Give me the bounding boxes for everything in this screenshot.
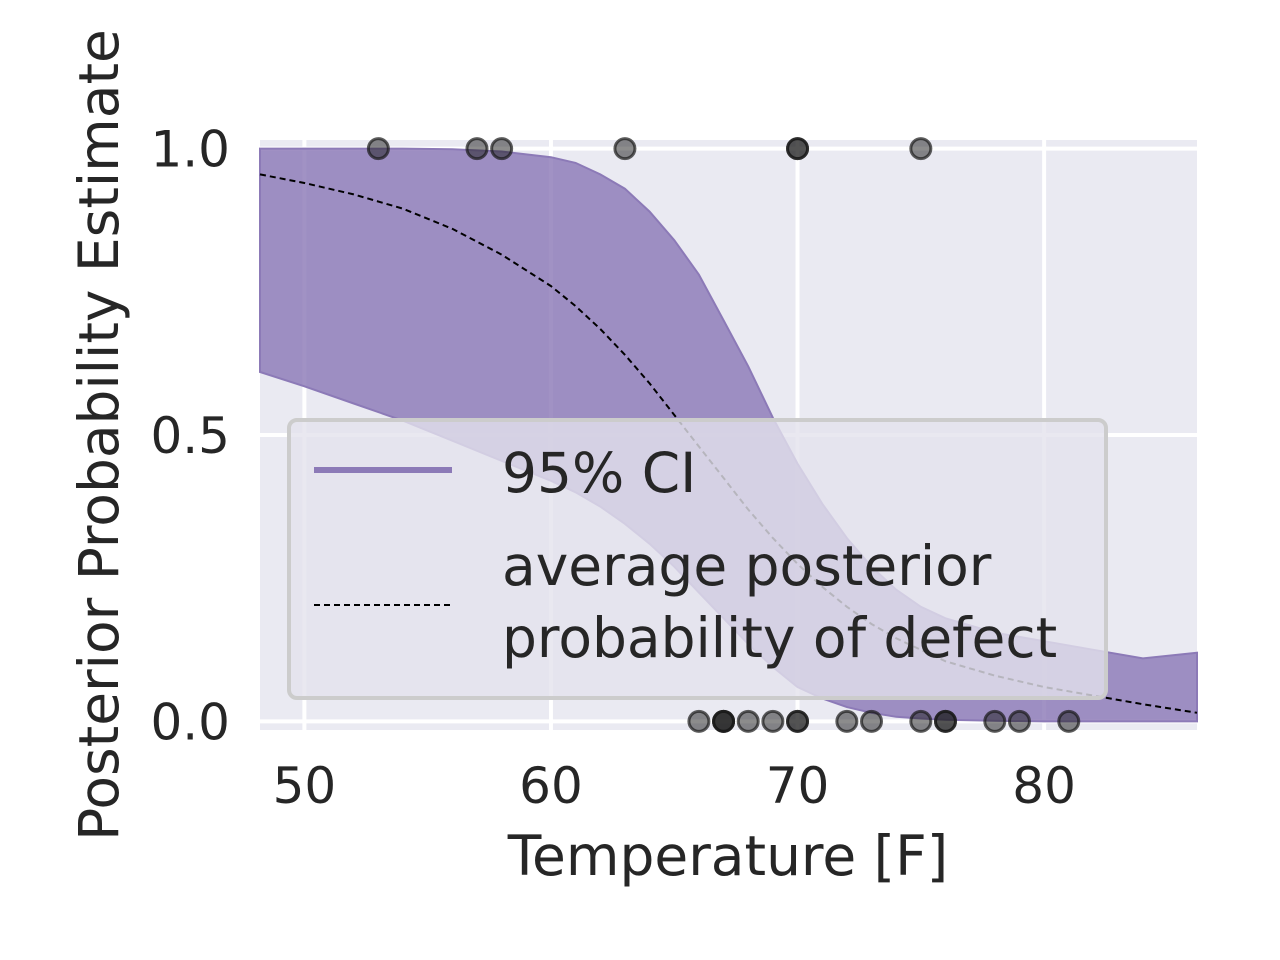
y-tick-label-1.0: 1.0: [150, 121, 230, 179]
observation-point: [714, 711, 734, 731]
observation-point: [911, 711, 931, 731]
y-tick-label-0.5: 0.5: [150, 407, 230, 465]
observation-point: [788, 139, 808, 159]
observation-point: [862, 711, 882, 731]
x-tick-label-50: 50: [273, 757, 337, 815]
observation-point: [1009, 711, 1029, 731]
y-tick-label-0.0: 0.0: [150, 693, 230, 751]
observation-point: [467, 139, 487, 159]
legend-label-mean-line-1: average posterior: [502, 534, 992, 598]
observation-point: [763, 711, 783, 731]
observation-point: [837, 711, 857, 731]
observation-point: [368, 139, 388, 159]
observation-point: [788, 711, 808, 731]
observation-point: [1059, 711, 1079, 731]
observation-point: [689, 711, 709, 731]
x-axis-label: Temperature [F]: [507, 824, 948, 888]
x-tick-label-60: 60: [519, 757, 583, 815]
x-tick-label-70: 70: [766, 757, 830, 815]
observation-point: [985, 711, 1005, 731]
observation-point: [615, 139, 635, 159]
legend: 95% CI average posterior probability of …: [289, 420, 1106, 698]
observation-point: [738, 711, 758, 731]
observation-point: [935, 711, 955, 731]
legend-label-mean-line-2: probability of defect: [502, 606, 1057, 670]
legend-label-ci: 95% CI: [502, 441, 696, 505]
x-tick-label-80: 80: [1012, 757, 1076, 815]
observation-point: [911, 139, 931, 159]
observation-point: [492, 139, 512, 159]
y-axis-label: Posterior Probability Estimate: [67, 29, 131, 841]
